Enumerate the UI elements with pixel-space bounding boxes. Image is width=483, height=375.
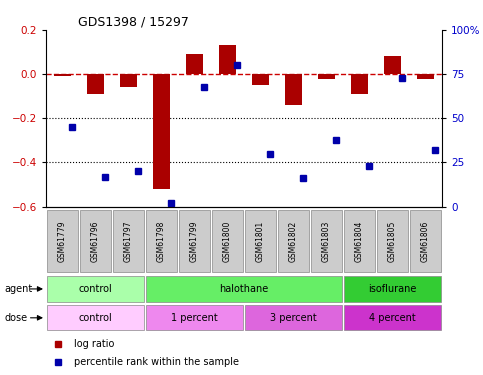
Bar xyxy=(318,74,335,79)
Text: control: control xyxy=(79,313,112,323)
Bar xyxy=(417,74,434,79)
Bar xyxy=(186,54,203,74)
Text: GSM61796: GSM61796 xyxy=(91,220,100,262)
Text: GSM61799: GSM61799 xyxy=(190,220,199,262)
Bar xyxy=(252,74,269,85)
Bar xyxy=(120,74,137,87)
Text: GSM61798: GSM61798 xyxy=(157,220,166,262)
Text: percentile rank within the sample: percentile rank within the sample xyxy=(73,357,239,367)
Text: GSM61806: GSM61806 xyxy=(421,220,430,262)
Bar xyxy=(410,210,441,272)
Bar xyxy=(146,210,177,272)
Text: 1 percent: 1 percent xyxy=(171,313,218,323)
Text: halothane: halothane xyxy=(219,284,269,294)
Bar xyxy=(344,305,441,330)
Text: GSM61800: GSM61800 xyxy=(223,220,232,262)
Text: GSM61804: GSM61804 xyxy=(355,220,364,262)
Bar xyxy=(212,210,243,272)
Text: GSM61779: GSM61779 xyxy=(58,220,67,262)
Text: GSM61805: GSM61805 xyxy=(388,220,397,262)
Text: 3 percent: 3 percent xyxy=(270,313,317,323)
Bar xyxy=(87,74,104,94)
Bar xyxy=(146,305,243,330)
Text: log ratio: log ratio xyxy=(73,339,114,349)
Bar xyxy=(285,74,302,105)
Bar xyxy=(146,276,342,302)
Bar xyxy=(219,45,236,74)
Bar xyxy=(153,74,170,189)
Bar xyxy=(47,305,144,330)
Text: control: control xyxy=(79,284,112,294)
Bar xyxy=(344,276,441,302)
Bar xyxy=(113,210,144,272)
Text: 4 percent: 4 percent xyxy=(369,313,416,323)
Bar xyxy=(47,276,144,302)
Bar xyxy=(245,210,276,272)
Text: GSM61801: GSM61801 xyxy=(256,220,265,262)
Bar xyxy=(278,210,309,272)
Bar xyxy=(179,210,210,272)
Bar xyxy=(311,210,342,272)
Bar xyxy=(80,210,111,272)
Bar xyxy=(351,74,368,94)
Bar xyxy=(344,210,375,272)
Text: GSM61803: GSM61803 xyxy=(322,220,331,262)
Bar xyxy=(47,210,78,272)
Bar xyxy=(54,74,71,76)
Text: dose: dose xyxy=(5,313,28,323)
Bar xyxy=(245,305,342,330)
Bar xyxy=(377,210,408,272)
Text: agent: agent xyxy=(5,284,33,294)
Text: GSM61797: GSM61797 xyxy=(124,220,133,262)
Text: GSM61802: GSM61802 xyxy=(289,220,298,262)
Text: isoflurane: isoflurane xyxy=(368,284,417,294)
Bar xyxy=(384,57,401,74)
Text: GDS1398 / 15297: GDS1398 / 15297 xyxy=(78,16,188,29)
